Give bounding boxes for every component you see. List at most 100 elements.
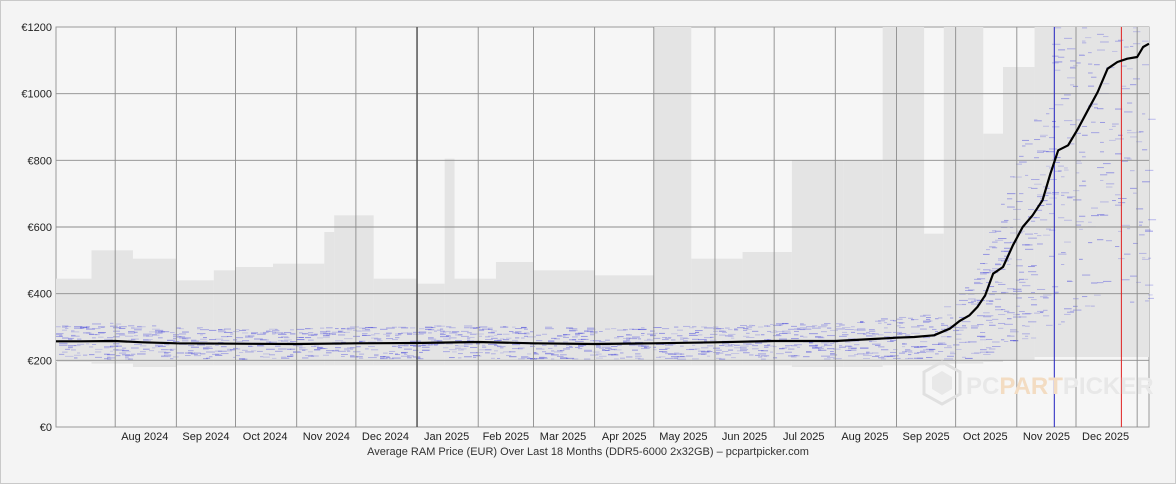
- density-streak: [317, 348, 326, 350]
- density-streak: [1070, 310, 1075, 312]
- density-streak: [122, 347, 127, 349]
- density-streak: [980, 351, 989, 353]
- density-streak: [926, 357, 933, 359]
- density-streak: [164, 354, 172, 356]
- density-streak: [521, 327, 527, 329]
- density-streak: [449, 349, 457, 351]
- density-streak: [110, 346, 114, 348]
- density-streak: [257, 345, 264, 347]
- density-streak: [677, 335, 683, 337]
- density-streak: [815, 346, 822, 348]
- density-streak: [875, 345, 881, 347]
- density-streak: [638, 329, 646, 331]
- density-streak: [980, 349, 987, 351]
- density-streak: [371, 334, 376, 336]
- density-streak: [233, 356, 237, 358]
- density-streak: [1100, 214, 1109, 216]
- watermark-pc: PC: [966, 373, 999, 400]
- density-streak: [797, 328, 803, 330]
- density-streak: [488, 335, 494, 337]
- density-streak: [689, 332, 696, 334]
- density-streak: [1040, 197, 1044, 199]
- density-streak: [374, 355, 379, 357]
- density-streak: [398, 347, 402, 349]
- density-streak: [572, 358, 579, 360]
- density-streak: [98, 332, 106, 334]
- density-streak: [476, 352, 483, 354]
- price-band-13: [495, 262, 534, 366]
- density-streak: [746, 336, 755, 338]
- density-streak: [1004, 242, 1011, 244]
- density-streak: [1127, 228, 1131, 230]
- density-streak: [1046, 113, 1050, 115]
- density-streak: [1040, 219, 1048, 221]
- density-streak: [128, 325, 135, 327]
- density-streak: [1148, 219, 1157, 221]
- density-streak: [1064, 120, 1073, 122]
- density-streak: [314, 349, 320, 351]
- density-streak: [428, 329, 435, 331]
- density-streak: [1058, 253, 1067, 255]
- density-streak: [488, 327, 493, 329]
- density-streak: [116, 345, 122, 347]
- density-streak: [464, 343, 473, 345]
- density-streak: [227, 350, 232, 352]
- density-streak: [116, 333, 125, 335]
- density-streak: [830, 329, 838, 331]
- density-streak: [980, 339, 987, 341]
- density-streak: [143, 340, 151, 342]
- density-streak: [992, 247, 998, 249]
- density-streak: [890, 339, 897, 341]
- density-streak: [215, 338, 224, 340]
- density-streak: [191, 353, 195, 355]
- density-streak: [713, 330, 719, 332]
- density-streak: [773, 346, 777, 348]
- density-streak: [734, 328, 738, 330]
- density-streak: [281, 332, 286, 334]
- density-streak: [1115, 246, 1120, 248]
- density-streak: [776, 334, 781, 336]
- density-streak: [332, 331, 339, 333]
- density-streak: [614, 349, 622, 351]
- density-streak: [704, 337, 712, 339]
- price-band-25: [1003, 67, 1035, 361]
- density-streak: [581, 338, 586, 340]
- density-streak: [179, 337, 187, 339]
- density-streak: [344, 349, 350, 351]
- density-streak: [644, 339, 648, 341]
- density-streak: [785, 346, 790, 348]
- density-streak: [596, 345, 601, 347]
- density-streak: [1121, 160, 1128, 162]
- density-streak: [1088, 52, 1092, 54]
- density-streak: [677, 329, 683, 331]
- density-streak: [452, 331, 457, 333]
- density-streak: [419, 351, 423, 353]
- density-streak: [1139, 234, 1145, 236]
- density-streak: [989, 270, 996, 272]
- density-streak: [347, 347, 355, 349]
- density-streak: [1091, 76, 1097, 78]
- density-streak: [569, 339, 577, 341]
- density-streak: [341, 328, 346, 330]
- density-streak: [998, 314, 1006, 316]
- density-streak: [1136, 141, 1143, 143]
- density-streak: [860, 321, 864, 323]
- density-streak: [779, 348, 784, 350]
- density-streak: [362, 333, 368, 335]
- density-streak: [332, 333, 337, 335]
- density-streak: [158, 345, 166, 347]
- density-streak: [833, 348, 841, 350]
- density-streak: [86, 327, 90, 329]
- density-streak: [131, 327, 135, 329]
- density-streak: [560, 357, 569, 359]
- density-streak: [587, 327, 595, 329]
- density-streak: [233, 331, 240, 333]
- density-streak: [470, 333, 477, 335]
- density-streak: [1082, 156, 1086, 158]
- density-streak: [488, 343, 497, 345]
- density-streak: [221, 339, 230, 341]
- density-streak: [761, 355, 770, 357]
- density-streak: [566, 327, 573, 329]
- density-streak: [779, 333, 788, 335]
- price-band-26: [1034, 27, 1149, 357]
